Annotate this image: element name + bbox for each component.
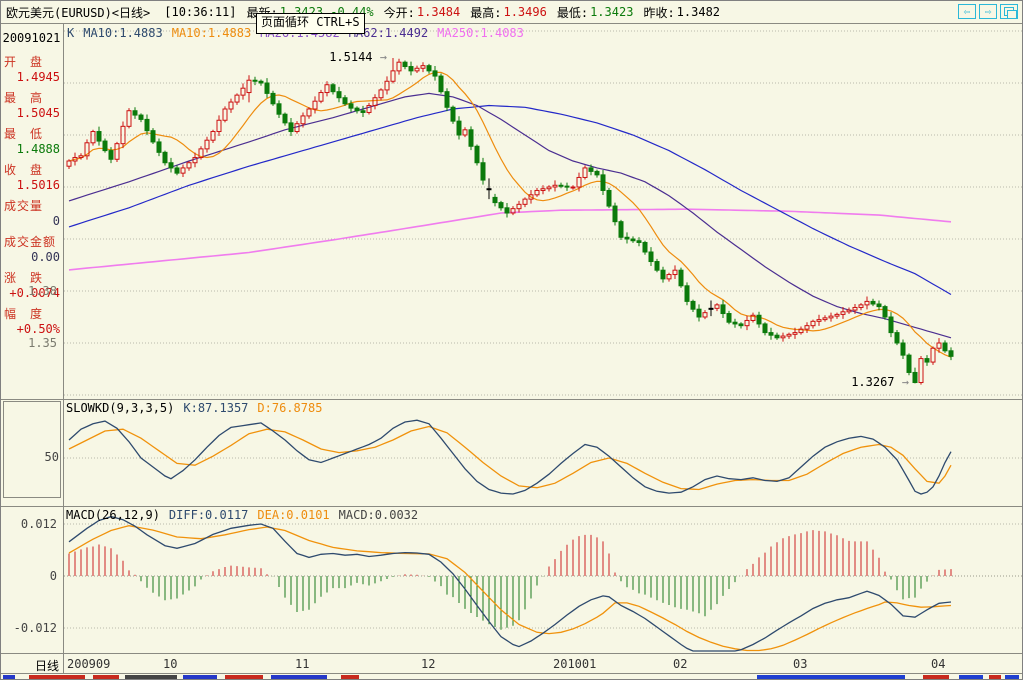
high-label: 最高: <box>470 5 502 20</box>
quote-header-bar: 欧元美元(EURUSD)<日线>[10:36:11]最新:1.3423 -0.4… <box>1 1 1022 23</box>
info-row-label: 涨 跌 <box>4 271 44 285</box>
page-cycle-tooltip: 页面循环 CTRL+S <box>256 13 365 34</box>
info-row-6: 涨 跌 +0.0074 <box>1 269 62 300</box>
slowkd-header-item-0: SLOWKD(9,3,3,5) <box>66 401 175 415</box>
status-ticker-segment-8 <box>757 675 905 679</box>
status-ticker-segment-11 <box>989 675 1001 679</box>
x-axis-month-6: 03 <box>793 657 808 671</box>
forward-button[interactable]: ⇨ <box>979 4 997 19</box>
info-row-7: 幅 度 +0.50% <box>1 305 62 336</box>
cascade-windows-button[interactable] <box>1000 4 1018 19</box>
price-annotation-1: 1.3267 → <box>805 375 909 389</box>
info-row-3: 收 盘 1.5016 <box>1 161 62 192</box>
status-ticker-segment-12 <box>1005 675 1019 679</box>
slowkd-header-item-1: K:87.1357 <box>183 401 249 415</box>
back-button[interactable]: ⇦ <box>958 4 976 19</box>
macd-header-item-3: MACD:0.0032 <box>338 508 419 522</box>
macd-scale-label-2: -0.012 <box>13 621 57 635</box>
info-row-value: 0.00 <box>31 250 60 264</box>
status-ticker-segment-9 <box>923 675 949 679</box>
kd-mid-label: 50 <box>44 450 59 464</box>
status-ticker-segment-6 <box>271 675 327 679</box>
annotation-arrow-icon: → <box>894 375 909 390</box>
ma-legend-item-2: MA10:1.4883 <box>171 26 252 40</box>
info-row-4: 成交量 0 <box>1 197 62 228</box>
x-axis-month-5: 02 <box>673 657 688 671</box>
low-label: 最低: <box>556 5 589 20</box>
open-label: 今开: <box>383 5 415 20</box>
info-row-label: 成交量 <box>4 199 44 213</box>
info-row-label: 幅 度 <box>4 307 44 321</box>
ma-legend-item-0: K <box>67 26 75 40</box>
status-ticker-segment-0 <box>3 675 15 679</box>
info-row-label: 成交金额 <box>4 235 57 249</box>
x-axis-month-1: 10 <box>163 657 178 671</box>
annotation-text: 1.5144 <box>329 50 373 65</box>
info-row-value: 1.5045 <box>16 106 60 120</box>
open-value: 1.3484 <box>416 5 461 19</box>
info-row-label: 收 盘 <box>4 163 44 177</box>
info-row-label: 开 盘 <box>4 55 44 69</box>
x-axis-month-2: 11 <box>295 657 310 671</box>
x-axis-month-3: 12 <box>421 657 436 671</box>
macd-header-item-0: MACD(26,12,9) <box>66 508 160 522</box>
price-annotation-0: 1.5144 → <box>283 50 387 64</box>
x-axis-month-4: 201001 <box>553 657 597 671</box>
x-axis-month-7: 04 <box>931 657 946 671</box>
status-ticker-segment-3 <box>125 675 177 679</box>
info-row-label: 最 低 <box>4 127 44 141</box>
info-row-2: 最 低 1.4888 <box>1 125 62 156</box>
info-row-value: +0.50% <box>16 322 60 336</box>
status-ticker-segment-4 <box>183 675 217 679</box>
info-row-value: 1.4945 <box>16 70 60 84</box>
status-ticker-segment-5 <box>225 675 263 679</box>
prevclose-label: 昨收: <box>643 5 675 20</box>
high-value: 1.3496 <box>503 5 547 19</box>
annotation-arrow-icon: → <box>372 50 387 65</box>
x-axis-month-0: 200909 <box>67 657 111 671</box>
macd-header: MACD(26,12,9) DIFF:0.0117 DEA:0.0101 MACD:0… <box>66 508 427 522</box>
prevclose-value: 1.3482 <box>676 5 721 19</box>
status-ticker-segment-1 <box>29 675 85 679</box>
symbol-title: 欧元美元(EURUSD)<日线> <box>6 5 151 20</box>
price-scale-label-1: 1.35 <box>28 336 57 350</box>
status-ticker-segment-2 <box>93 675 119 679</box>
clock: [10:36:11] <box>164 5 237 19</box>
info-row-5: 成交金额 0.00 <box>1 233 62 264</box>
info-row-0: 开 盘 1.4945 <box>1 53 62 84</box>
low-value: 1.3423 <box>590 5 634 19</box>
ma-legend-item-4: MA62:1.4492 <box>348 26 429 40</box>
tooltip-text: 页面循环 CTRL+S <box>261 15 360 29</box>
macd-header-item-1: DIFF:0.0117 <box>168 508 249 522</box>
slowkd-header: SLOWKD(9,3,3,5) K:87.1357 D:76.8785 <box>66 401 331 415</box>
period-label: 日线 <box>34 659 59 673</box>
window-nav-buttons: ⇦ ⇨ <box>958 4 1018 19</box>
slowkd-header-item-2: D:76.8785 <box>257 401 323 415</box>
status-ticker-segment-7 <box>341 675 359 679</box>
info-row-value: 0 <box>52 214 60 228</box>
ma-legend-item-5: MA250:1.4083 <box>437 26 524 40</box>
price-scale-label-0: 1.38 <box>28 284 57 298</box>
ma-legend-item-1: MA10:1.4883 <box>83 26 163 40</box>
info-row-1: 最 高 1.5045 <box>1 89 62 120</box>
macd-header-item-2: DEA:0.0101 <box>257 508 330 522</box>
info-row-value: 1.4888 <box>16 142 60 156</box>
status-ticker-segment-10 <box>959 675 983 679</box>
macd-scale-label-1: 0 <box>49 569 57 583</box>
info-row-value: +0.0074 <box>9 286 60 300</box>
info-row-label: 最 高 <box>4 91 44 105</box>
annotation-text: 1.3267 <box>851 375 895 390</box>
macd-scale-label-0: 0.012 <box>20 517 57 531</box>
info-row-value: 1.5016 <box>16 178 60 192</box>
cursor-date: 20091021 <box>2 31 61 45</box>
